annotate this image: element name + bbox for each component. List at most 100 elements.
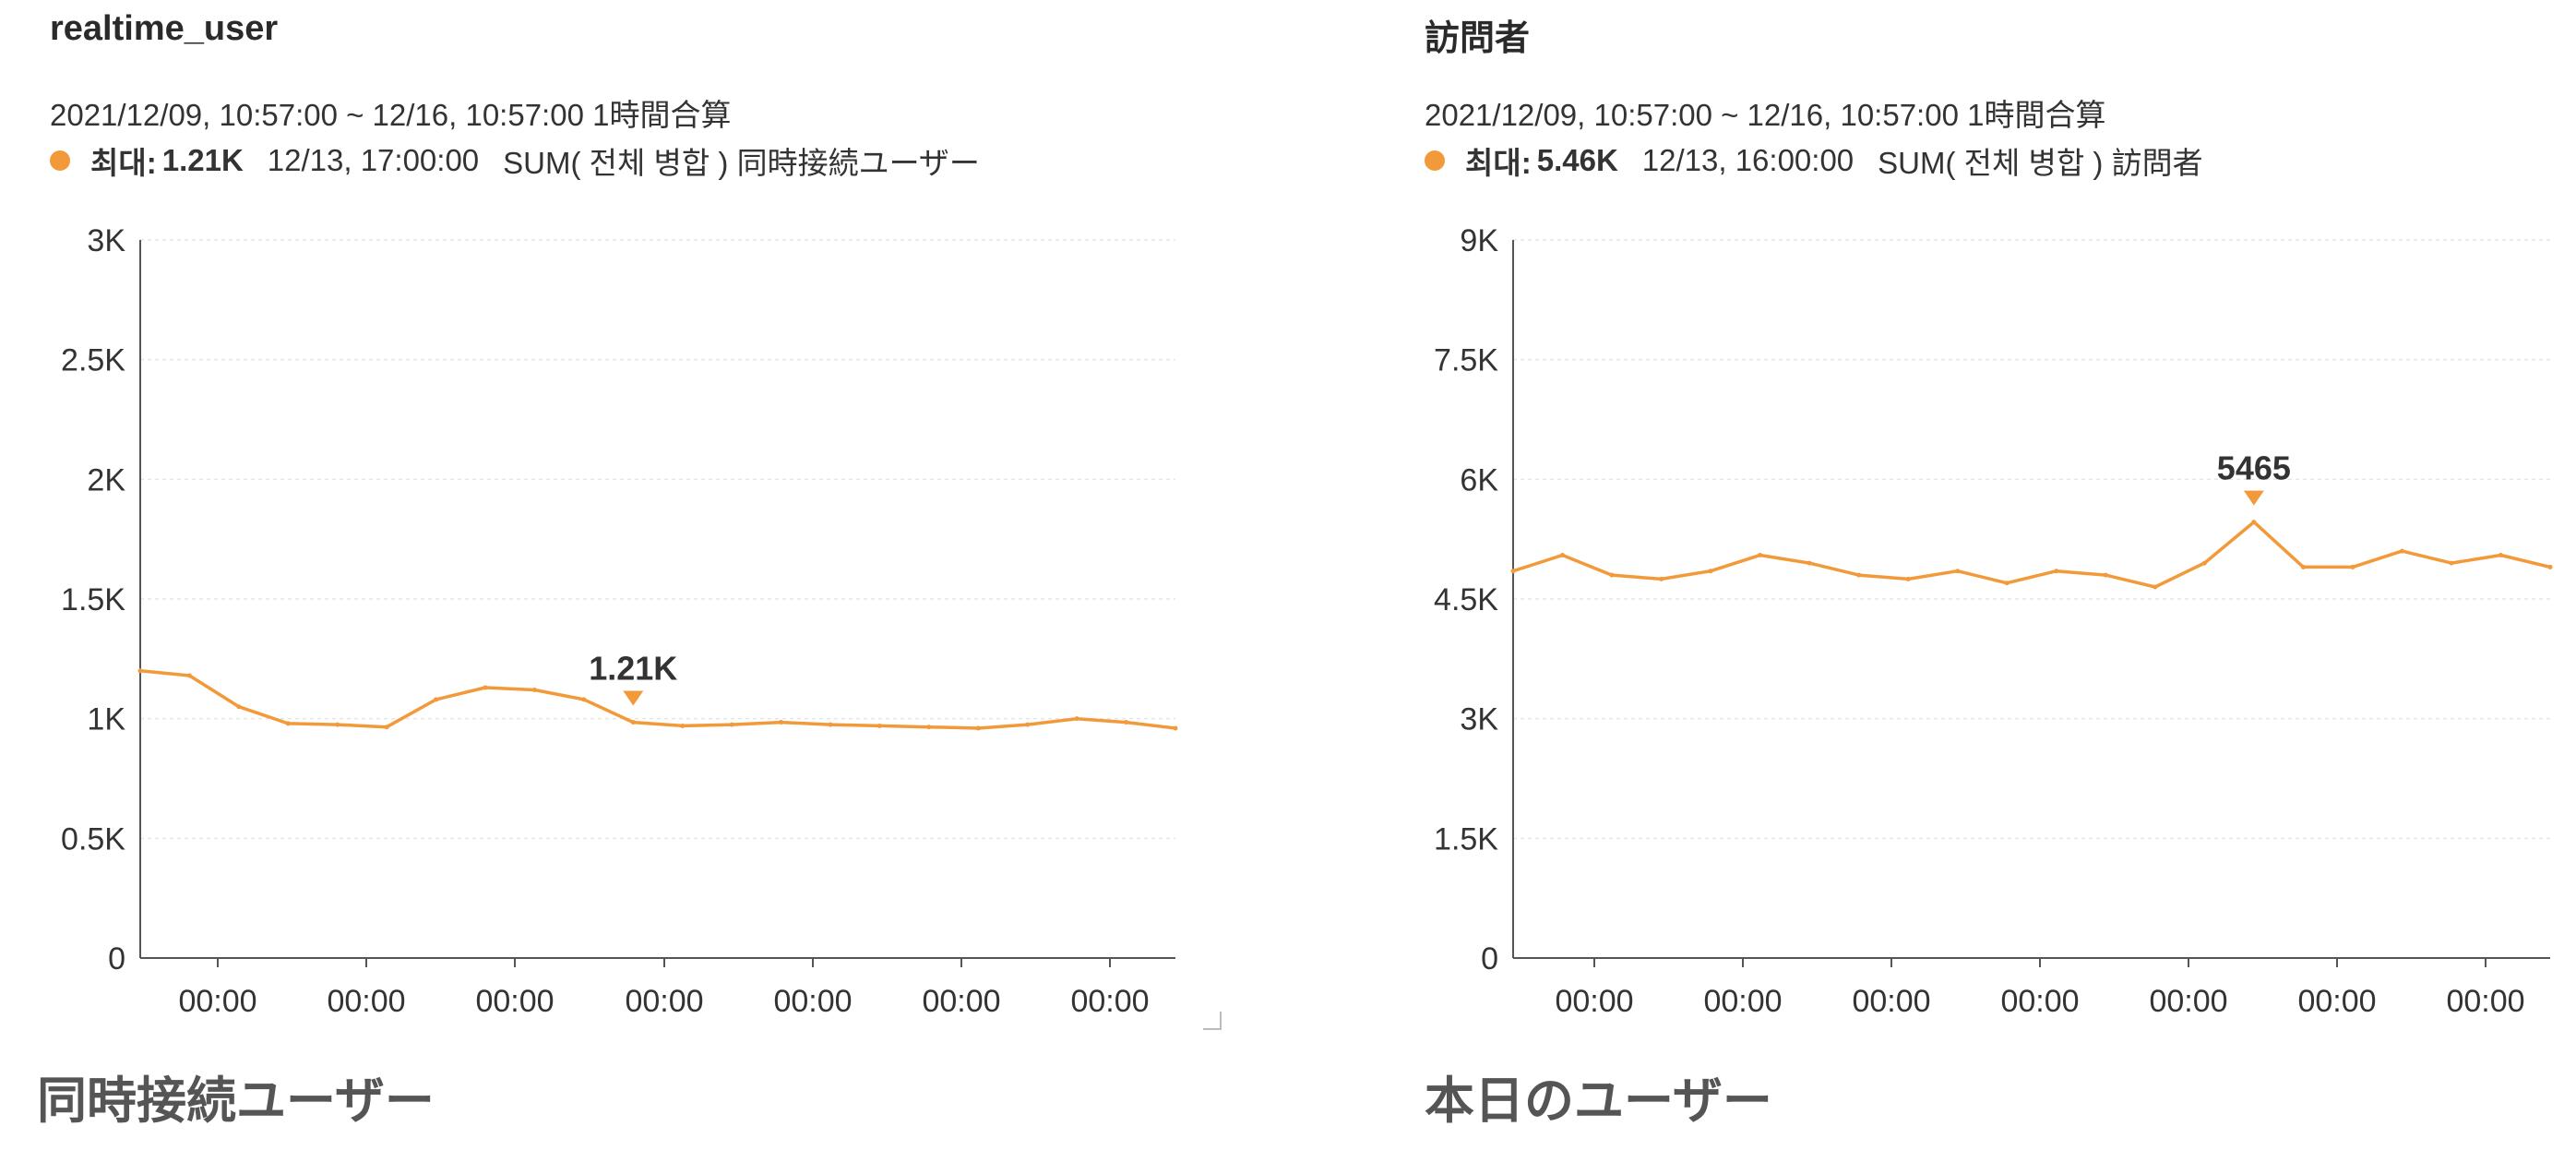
data-point (335, 722, 340, 727)
data-point (2103, 572, 2108, 578)
data-point (236, 704, 242, 710)
max-summary: 최대: 1.21K 12/13, 17:00:00 SUM( 전체 병합 ) 同… (50, 138, 980, 183)
max-series-name: SUM( 전체 병합 ) 同時接続ユーザー (503, 146, 980, 180)
data-point (877, 723, 882, 728)
x-tick-label: 00:00 (327, 984, 405, 1019)
data-point (581, 697, 587, 702)
data-point (434, 697, 439, 702)
y-tick-label: 0.5K (61, 821, 125, 857)
chart-title: realtime_user (50, 9, 279, 48)
x-tick-label: 00:00 (773, 984, 852, 1019)
x-tick-label: 00:00 (2149, 984, 2227, 1019)
y-tick-label: 2K (87, 462, 125, 497)
data-point (531, 688, 537, 693)
max-marker-icon (623, 690, 644, 706)
data-point (1173, 725, 1178, 731)
x-tick-label: 00:00 (2297, 984, 2376, 1019)
line-chart-visitors: 0 1.5K 3K 4.5K 6K 7.5K 9K 00:00 00:00 00:00 00:00 0… (1288, 212, 2576, 1024)
max-value: 1.21K (161, 143, 244, 177)
max-label: 최대: (1465, 146, 1532, 180)
line-chart-realtime-user: 0 0.5K 1K 1.5K 2K 2.5K 3K 00:00 00:00 00:00 00:00 0… (0, 212, 1288, 1024)
x-tick-label: 00:00 (2446, 984, 2524, 1019)
data-point (483, 685, 488, 690)
time-range: 2021/12/09, 10:57:00 ~ 12/16, 10:57:00 1… (50, 98, 732, 132)
x-tick-label: 00:00 (178, 984, 256, 1019)
series-dot-icon (50, 150, 70, 171)
data-point (2547, 564, 2553, 569)
data-point (2251, 520, 2257, 525)
data-point (2201, 560, 2207, 566)
y-tick-label: 4.5K (1434, 582, 1498, 617)
time-range: 2021/12/09, 10:57:00 ~ 12/16, 10:57:00 1… (1425, 98, 2106, 132)
data-point (2498, 552, 2503, 557)
series-dot-icon (1425, 150, 1445, 171)
data-point (1856, 572, 1862, 578)
data-point (1025, 722, 1031, 727)
chart-caption: 同時接続ユーザー (37, 1073, 435, 1129)
panel-realtime-user: realtime_user 2021/12/09, 10:57:00 ~ 12/… (0, 9, 1288, 1129)
data-point (2054, 569, 2059, 574)
data-point (285, 721, 291, 726)
y-tick-label: 1K (87, 702, 125, 737)
y-tick-label: 9K (1460, 223, 1498, 258)
x-tick-label: 00:00 (1852, 984, 1930, 1019)
y-tick-label: 3K (87, 223, 125, 258)
data-point (630, 720, 636, 725)
x-tick-label: 00:00 (1703, 984, 1782, 1019)
data-point (2300, 564, 2306, 569)
chart-svg: 0 0.5K 1K 1.5K 2K 2.5K 3K 00:00 00:00 00:00 00:00 0… (61, 223, 1178, 1019)
y-tick-label: 3K (1460, 702, 1498, 737)
x-tick-label: 00:00 (1070, 984, 1149, 1019)
max-time: 12/13, 16:00:00 (1641, 143, 1854, 177)
y-tick-label: 1.5K (1434, 821, 1498, 857)
data-point (2449, 560, 2454, 566)
y-tick-label: 0 (108, 941, 125, 976)
data-point (1905, 576, 1911, 581)
data-point (2153, 584, 2158, 590)
data-point (1708, 569, 1713, 574)
data-point (1124, 720, 1129, 725)
data-point (1807, 560, 1812, 566)
max-time: 12/13, 17:00:00 (267, 143, 480, 177)
max-summary: 최대: 5.46K 12/13, 16:00:00 SUM( 전체 병합 ) 訪… (1425, 138, 2203, 183)
max-marker-icon (2243, 490, 2264, 506)
data-point (137, 668, 143, 674)
y-tick-label: 2.5K (61, 343, 125, 378)
x-tick-label: 00:00 (1555, 984, 1633, 1019)
data-point (926, 725, 932, 730)
data-point (729, 722, 734, 727)
max-annotation-label: 1.21K (589, 650, 677, 688)
data-point (2004, 581, 2010, 586)
x-tick-label: 00:00 (475, 984, 554, 1019)
data-point (779, 720, 784, 725)
chart-title: 訪問者 (1425, 19, 1531, 58)
series-line (1512, 520, 2551, 589)
resize-handle-icon[interactable] (1203, 1012, 1222, 1030)
data-point (680, 723, 686, 728)
data-point (2350, 564, 2355, 569)
chart-caption: 本日のユーザー (1425, 1073, 1772, 1129)
y-tick-label: 7.5K (1434, 343, 1498, 378)
series-line (139, 669, 1176, 730)
y-tick-label: 0 (1481, 941, 1498, 976)
x-tick-label: 00:00 (625, 984, 703, 1019)
x-tick-label: 00:00 (922, 984, 1000, 1019)
data-point (1758, 552, 1763, 557)
data-point (2399, 548, 2404, 554)
max-annotation-label: 5465 (2217, 449, 2291, 487)
data-point (1659, 576, 1664, 581)
data-point (1510, 569, 1516, 574)
data-point (828, 722, 833, 727)
data-point (1955, 569, 1961, 574)
x-tick-label: 00:00 (2000, 984, 2079, 1019)
panel-visitors: 訪問者 2021/12/09, 10:57:00 ~ 12/16, 10:57:… (1288, 0, 2576, 1150)
max-series-name: SUM( 전체 병합 ) 訪問者 (1878, 146, 2203, 180)
data-point (1074, 716, 1079, 722)
data-point (1609, 572, 1615, 578)
data-point (975, 725, 981, 731)
max-value: 5.46K (1536, 143, 1618, 177)
data-point (186, 673, 192, 678)
data-point (384, 725, 389, 730)
max-label: 최대: (90, 146, 157, 180)
data-point (1560, 552, 1566, 557)
